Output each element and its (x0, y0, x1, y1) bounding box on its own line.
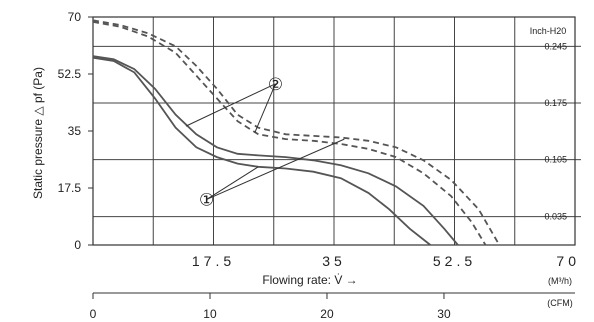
y-axis-label: Static pressure △ pf (Pa) (31, 67, 45, 199)
curve-4 (92, 19, 501, 246)
y2-tick-label: 0.105 (544, 155, 567, 165)
y2-tick-label: 0.245 (544, 41, 567, 51)
y-tick-label: 70 (68, 10, 82, 24)
y-tick-labels: 0 17.5 35 52.5 70 (58, 10, 82, 252)
x-tick-label: 52.5 (433, 253, 476, 269)
annotations: ①② (185, 75, 345, 209)
x-tick-label: 70 (556, 253, 580, 269)
curve-3 (92, 21, 487, 246)
curve-1 (92, 56, 431, 246)
x2-tick-label: 0 (90, 307, 97, 321)
leader-line (185, 83, 276, 127)
y2-unit-label: Inch-H20 (530, 26, 567, 36)
y2-tick-label: 0.035 (544, 212, 567, 222)
y2-tick-labels: 0.035 0.105 0.175 0.245 (544, 41, 567, 221)
leader-line (254, 83, 276, 133)
x2-tick-label: 10 (203, 307, 217, 321)
x-unit-label: (M³/h) (548, 276, 572, 286)
y-tick-label: 35 (68, 124, 82, 138)
x2-axis: 0 10 20 30 (90, 292, 575, 321)
x2-tick-label: 20 (320, 307, 334, 321)
x-tick-label: 17.5 (192, 253, 235, 269)
x-axis-label: Flowing rate: V̇ → (262, 273, 357, 287)
curves (92, 19, 501, 246)
annotation-label: ② (268, 75, 283, 94)
plot-frame (88, 16, 576, 246)
y-tick-label: 0 (74, 238, 81, 252)
y-tick-label: 17.5 (58, 181, 82, 195)
grid (93, 17, 581, 245)
x-tick-label: 35 (322, 253, 346, 269)
leader-line (206, 138, 345, 200)
annotation-label: ① (199, 190, 214, 209)
x-tick-labels: 17.5 35 52.5 70 (192, 253, 580, 269)
y-tick-label: 52.5 (58, 67, 82, 81)
y2-tick-label: 0.175 (544, 98, 567, 108)
x2-tick-label: 30 (437, 307, 451, 321)
curve-2 (92, 55, 459, 246)
leader-line (206, 166, 259, 200)
x2-unit-label: (CFM) (547, 298, 573, 308)
